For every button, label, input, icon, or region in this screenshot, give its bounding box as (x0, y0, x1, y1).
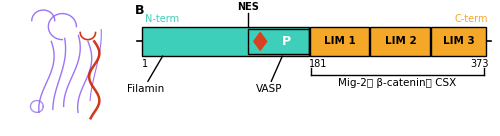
Text: 1: 1 (142, 59, 148, 69)
Text: Filamin: Filamin (128, 84, 164, 94)
Text: NES: NES (238, 2, 259, 12)
Polygon shape (254, 33, 266, 50)
Bar (310, 27, 369, 56)
Bar (142, 27, 309, 56)
Text: 373: 373 (470, 59, 488, 69)
Text: C-term: C-term (454, 14, 488, 24)
Text: LIM 1: LIM 1 (324, 36, 356, 46)
Text: N-term: N-term (145, 14, 180, 24)
Text: VASP: VASP (256, 84, 282, 94)
Bar (370, 27, 430, 56)
Text: LIM 3: LIM 3 (443, 36, 474, 46)
Bar (248, 29, 309, 54)
Text: 181: 181 (309, 59, 328, 69)
Text: B: B (135, 4, 144, 17)
Text: P: P (282, 35, 290, 48)
Text: LIM 2: LIM 2 (385, 36, 416, 46)
Bar (430, 27, 486, 56)
Text: Mig-2， β-catenin， CSX: Mig-2， β-catenin， CSX (338, 78, 456, 88)
